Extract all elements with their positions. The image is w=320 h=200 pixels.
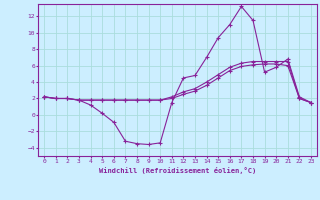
X-axis label: Windchill (Refroidissement éolien,°C): Windchill (Refroidissement éolien,°C) bbox=[99, 167, 256, 174]
